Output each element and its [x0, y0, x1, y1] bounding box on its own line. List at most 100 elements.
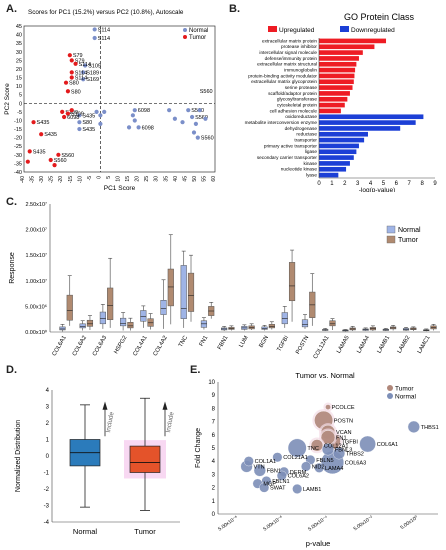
point-label: S109 [88, 64, 101, 70]
category-label: cell adhesion molecule [270, 108, 318, 113]
bubble-label: FBN1 [267, 468, 281, 474]
y-tick-label: -25 [14, 144, 22, 150]
x-tick-label: 1 [330, 181, 334, 187]
category-label: primary active transporter [264, 143, 318, 148]
point-label: S109 [71, 112, 84, 118]
point-label: S435 [33, 149, 46, 155]
bar [319, 172, 339, 178]
x-tick-label: BGN [258, 335, 269, 349]
point-label: S560 [201, 136, 214, 142]
box [167, 268, 174, 307]
data-point [193, 121, 198, 127]
bubble-label: SWAT [270, 486, 286, 492]
point-label: S109 [65, 110, 78, 116]
bar [319, 96, 348, 102]
bar [319, 131, 368, 137]
x-tick-label: -35 [30, 176, 36, 183]
data-point [67, 53, 72, 58]
data-point [69, 70, 74, 75]
y-tick-label: 5.00x10⁶ [25, 303, 47, 310]
bar [319, 67, 356, 73]
x-tick-label: 6 [395, 181, 399, 187]
bubble [243, 456, 254, 467]
y-tick-label: -15 [14, 127, 22, 133]
y-axis-label: Normalized Distribution [15, 420, 22, 492]
bar [319, 155, 354, 160]
box [120, 317, 127, 327]
bar [319, 137, 365, 143]
bubble-label: THBS2 [346, 451, 364, 457]
x-tick-label: COL4A2 [153, 335, 169, 357]
y-tick-label: 35 [16, 41, 22, 47]
box [160, 300, 167, 315]
x-tick-label: 40 [173, 176, 179, 182]
bar [319, 38, 387, 44]
bubble-label: FBLN5 [316, 458, 333, 464]
bubble-label: COL6A1 [377, 442, 398, 448]
data-point [186, 108, 191, 113]
chart-title: GO Protein Class [344, 12, 415, 22]
x-tick-label: 0 [96, 176, 102, 179]
bubble [292, 483, 303, 494]
data-point [63, 80, 69, 85]
category-label: extracellular matrix structural [257, 62, 317, 67]
data-point [81, 77, 86, 82]
point-label: 6098 [142, 125, 154, 131]
category-label: metabolite interconversion enzyme [245, 120, 318, 125]
x-tick-label: LUM [238, 335, 249, 349]
legend-marker [183, 28, 187, 32]
category-label: extracellular matrix glycoprotein [251, 79, 317, 84]
x-tick-label: Normal [73, 527, 98, 536]
bubble-label: VTN [254, 464, 265, 470]
box [129, 445, 161, 473]
point-label: S435 [37, 120, 50, 126]
point-label: S114 [98, 27, 110, 33]
chart-title: Tumor vs. Normal [295, 371, 355, 380]
y-tick-label: -35 [14, 161, 22, 167]
y-tick-label: -5 [17, 110, 22, 116]
x-tick-label: 5.00x10⁻⁶ [262, 515, 284, 533]
x-tick-label: 5 [382, 181, 386, 187]
y-tick-label: -4 [44, 520, 50, 526]
x-tick-label: 5.00x10⁻⁴ [307, 515, 329, 533]
x-tick-label: 25 [144, 176, 150, 182]
category-label: protein-binding activity modulator [248, 73, 317, 78]
legend-label: Tumor [395, 386, 414, 393]
panel-label: C. [6, 196, 17, 208]
y-tick-label: 10 [208, 380, 215, 386]
bubble-label: POSTN [334, 418, 353, 424]
category-label: immunoglobulin [284, 68, 317, 73]
data-point [203, 116, 208, 121]
point-label: S79 [75, 58, 85, 64]
y-tick-label: 9 [212, 393, 216, 399]
y-tick-label: 40 [16, 33, 22, 39]
category-label: extracellular matrix protein [262, 38, 317, 43]
legend-label: Downregulated [351, 27, 395, 34]
panel-d: D. 4 3 2 1 0 -1 -2 -3 -4 Normalized Distribution N… [0, 362, 190, 550]
bubble [300, 461, 311, 472]
data-point [136, 125, 141, 130]
y-tick-label: 2 [212, 486, 216, 492]
category-label: kinase [303, 161, 317, 166]
point-label: S435 [44, 132, 57, 138]
box [127, 322, 134, 329]
bar [319, 166, 347, 172]
box [59, 326, 66, 331]
data-point [98, 113, 103, 118]
bar [319, 161, 350, 166]
panel-e: E. Tumor vs. Normal 0 1 2 3 4 5 6 7 8 9 10 Fold Chan… [190, 362, 446, 550]
point-label: 6098 [67, 115, 79, 121]
x-tick-label: 4 [369, 181, 373, 187]
category-label: intercellular signal molecule [259, 50, 317, 55]
box [329, 320, 336, 327]
x-tick-label: 5.00x10⁻⁸ [217, 515, 239, 533]
point-label: S169 [86, 77, 99, 83]
bar [319, 149, 357, 155]
y-tick-label: 10 [16, 84, 22, 90]
bubble [332, 447, 346, 460]
point-label: S560 [195, 115, 208, 121]
data-point [77, 126, 82, 132]
data-point [172, 116, 177, 121]
bubble [276, 470, 287, 481]
point-label: S80 [82, 120, 92, 126]
